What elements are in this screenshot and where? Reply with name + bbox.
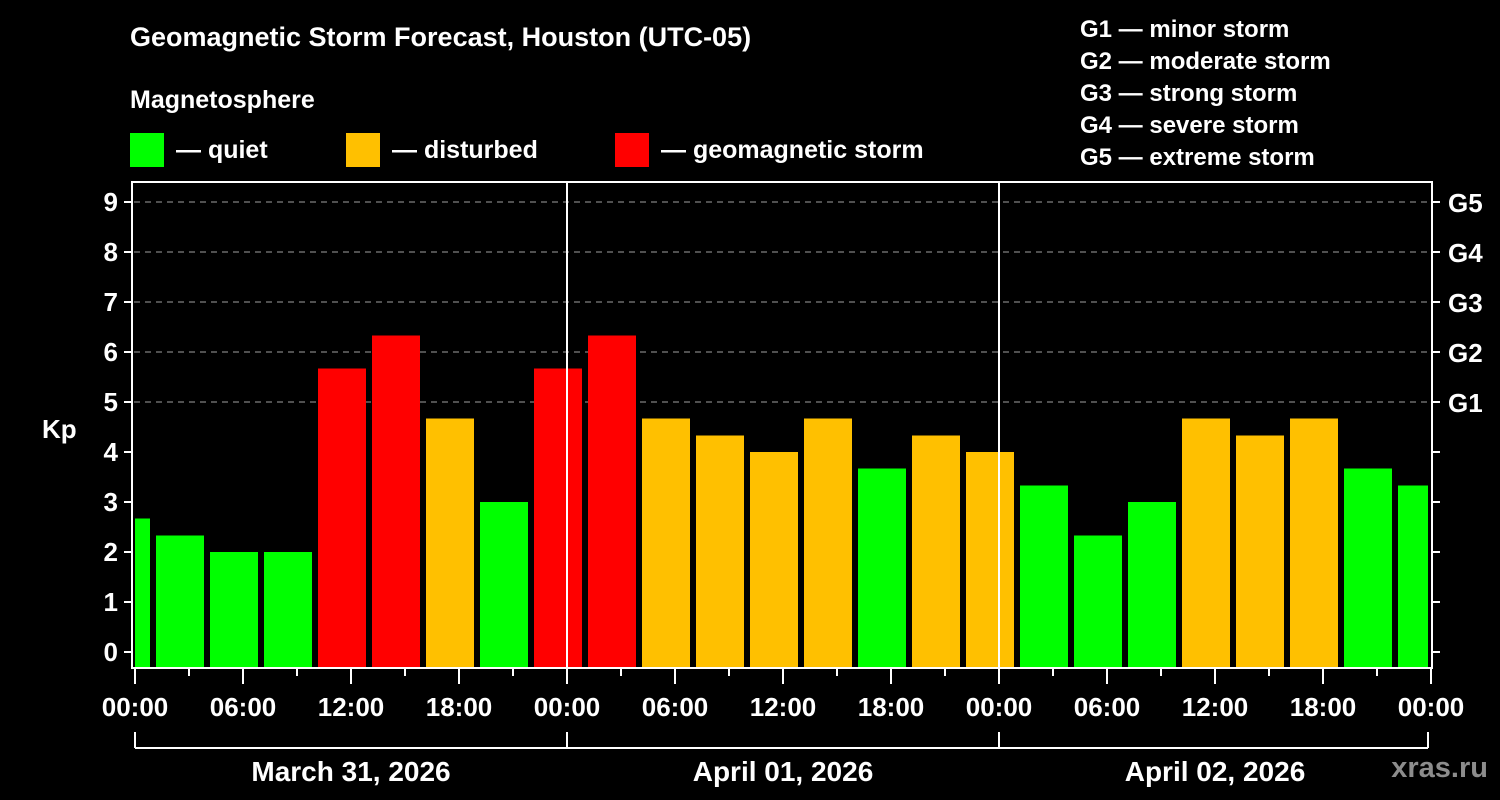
kp-bar bbox=[1074, 535, 1122, 668]
y-tick-label: 3 bbox=[104, 487, 118, 517]
y-tick-label: 7 bbox=[104, 287, 118, 317]
g-scale-legend: G1 — minor storm G2 — moderate storm G3 … bbox=[1080, 14, 1331, 174]
kp-bar bbox=[1020, 485, 1068, 668]
g-scale-item: G2 — moderate storm bbox=[1080, 48, 1331, 75]
y-axis-label: Kp bbox=[42, 414, 77, 444]
legend-item-storm: — geomagnetic storm bbox=[615, 133, 924, 167]
kp-bar bbox=[318, 368, 366, 668]
g-scale-item: G3 — strong storm bbox=[1080, 80, 1298, 107]
kp-bar bbox=[135, 518, 150, 668]
date-label: March 31, 2026 bbox=[251, 756, 450, 787]
g-level-label: G3 bbox=[1448, 288, 1483, 318]
x-tick-label: 00:00 bbox=[966, 692, 1033, 722]
storm-swatch-icon bbox=[615, 133, 649, 167]
kp-bar bbox=[1236, 435, 1284, 668]
legend-item-disturbed: — disturbed bbox=[346, 133, 538, 167]
kp-bar bbox=[1344, 468, 1392, 668]
legend-heading: Magnetosphere bbox=[130, 86, 315, 114]
kp-bar bbox=[642, 418, 690, 668]
date-label: April 01, 2026 bbox=[693, 756, 874, 787]
kp-bar bbox=[156, 535, 204, 668]
legend-label: — geomagnetic storm bbox=[661, 135, 924, 164]
g-level-label: G4 bbox=[1448, 238, 1483, 268]
g-level-label: G5 bbox=[1448, 188, 1483, 218]
kp-bar bbox=[480, 502, 528, 668]
y-tick-label: 2 bbox=[104, 537, 118, 567]
date-label: April 02, 2026 bbox=[1125, 756, 1306, 787]
x-tick-label: 12:00 bbox=[1182, 692, 1249, 722]
x-tick-label: 06:00 bbox=[642, 692, 709, 722]
kp-bar bbox=[588, 335, 636, 668]
kp-bar bbox=[750, 452, 798, 668]
kp-bar bbox=[858, 468, 906, 668]
kp-bar bbox=[912, 435, 960, 668]
kp-bar bbox=[1182, 418, 1230, 668]
g-level-label: G2 bbox=[1448, 338, 1483, 368]
g-scale-item: G1 — minor storm bbox=[1080, 16, 1290, 43]
y-tick-label: 5 bbox=[104, 387, 118, 417]
x-tick-label: 06:00 bbox=[1074, 692, 1141, 722]
legend-label: — disturbed bbox=[392, 135, 538, 164]
g-level-label: G1 bbox=[1448, 388, 1483, 418]
y-tick-label: 6 bbox=[104, 337, 118, 367]
x-tick-label: 12:00 bbox=[318, 692, 385, 722]
kp-bar bbox=[210, 552, 258, 668]
kp-bar bbox=[264, 552, 312, 668]
kp-bar bbox=[372, 335, 420, 668]
y-tick-label: 1 bbox=[104, 587, 118, 617]
y-tick-label: 4 bbox=[104, 437, 119, 467]
quiet-swatch-icon bbox=[130, 133, 164, 167]
kp-bar bbox=[966, 452, 1014, 668]
y-tick-label: 8 bbox=[104, 237, 118, 267]
g-scale-item: G5 — extreme storm bbox=[1080, 144, 1315, 171]
y-tick-label: 0 bbox=[104, 637, 118, 667]
legend-label: — quiet bbox=[176, 135, 268, 164]
g-scale-item: G4 — severe storm bbox=[1080, 112, 1299, 139]
kp-bar bbox=[696, 435, 744, 668]
x-tick-label: 18:00 bbox=[1290, 692, 1357, 722]
watermark: xras.ru bbox=[1391, 752, 1488, 784]
kp-bar bbox=[534, 368, 582, 668]
kp-bar bbox=[804, 418, 852, 668]
y-tick-label: 9 bbox=[104, 187, 118, 217]
legend-item-quiet: — quiet bbox=[130, 133, 268, 167]
kp-bar bbox=[1290, 418, 1338, 668]
x-tick-label: 18:00 bbox=[858, 692, 925, 722]
chart-title: Geomagnetic Storm Forecast, Houston (UTC… bbox=[130, 22, 752, 52]
x-tick-label: 00:00 bbox=[534, 692, 601, 722]
x-tick-label: 00:00 bbox=[102, 692, 169, 722]
x-tick-label: 18:00 bbox=[426, 692, 493, 722]
kp-bar bbox=[1128, 502, 1176, 668]
kp-bar bbox=[426, 418, 474, 668]
disturbed-swatch-icon bbox=[346, 133, 380, 167]
x-tick-label: 06:00 bbox=[210, 692, 277, 722]
x-tick-label: 12:00 bbox=[750, 692, 817, 722]
x-tick-label: 00:00 bbox=[1398, 692, 1465, 722]
kp-bar bbox=[1398, 485, 1428, 668]
